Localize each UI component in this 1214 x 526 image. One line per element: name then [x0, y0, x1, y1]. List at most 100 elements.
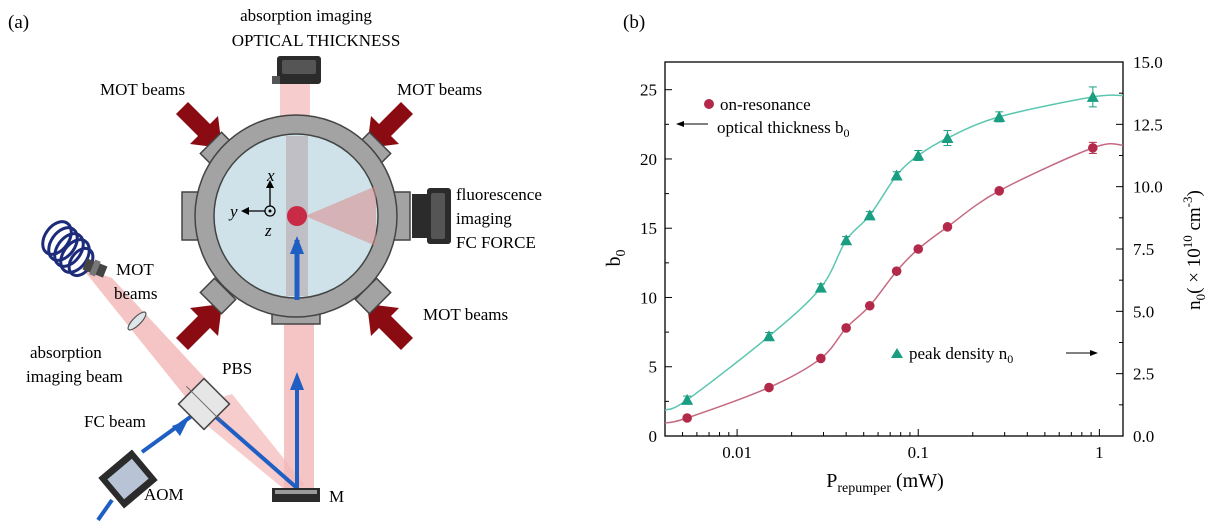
legend-b0-arrowhead: [676, 121, 684, 127]
right-y-tick-label: 0.0: [1133, 427, 1154, 446]
b0-point: [994, 186, 1005, 196]
fluorescence-camera: fluorescence imaging FC FORCE: [412, 185, 542, 252]
mirror: M: [272, 487, 344, 506]
mot-arrow-top-right: [367, 102, 413, 148]
mot-label-bottom-right: MOT beams: [423, 305, 508, 324]
axis-y-label: y: [228, 202, 238, 221]
right-axis-label-sup1: 10: [1180, 235, 1195, 248]
legend-n0: peak density n0: [891, 344, 1098, 366]
axis-x-label: x: [266, 166, 275, 185]
right-axis-label-main: n: [1184, 300, 1205, 310]
fiber-coupler: [82, 258, 108, 278]
mirror-label: M: [329, 487, 344, 506]
b0-point: [764, 382, 774, 393]
n0-point: [762, 330, 775, 342]
legend-b0-line2-sub: 0: [844, 126, 850, 140]
absorption-beam-line2: imaging beam: [26, 367, 123, 386]
n0-point: [840, 234, 853, 246]
n0-point: [1086, 90, 1099, 102]
left-y-tick-label: 25: [640, 81, 657, 100]
mot-label-bottom-left-1: MOT: [116, 260, 154, 279]
fit-curves: [664, 94, 1124, 424]
b0-point: [891, 266, 902, 276]
right-y-tick-label: 7.5: [1133, 240, 1154, 259]
coordinate-axes: x y z: [228, 166, 276, 240]
fiber-coil: [41, 220, 95, 278]
mot-label-top-right: MOT beams: [397, 80, 482, 99]
mot-arrows: [176, 102, 413, 350]
pbs-label: PBS: [222, 359, 252, 378]
right-axis-label: n0( × 1010 cm-3): [1180, 190, 1208, 310]
x-tick-label: 0.01: [722, 443, 752, 462]
side-camera-line1: fluorescence: [456, 185, 542, 204]
n0-point: [941, 132, 954, 144]
left-axis-label-sub: 0: [614, 250, 629, 257]
panel-b-label: (b): [623, 12, 645, 33]
b0-point: [1088, 143, 1098, 153]
right-y-tick-label: 2.5: [1133, 365, 1154, 384]
x-tick-label: 1: [1095, 443, 1104, 462]
x-axis-label-main: P: [826, 470, 837, 492]
panel-a-label: (a): [8, 12, 29, 33]
left-axis-label: b0: [603, 250, 629, 267]
legend-b0: on-resonance optical thickness b0: [676, 95, 850, 140]
b0-point: [942, 222, 953, 232]
right-axis-label-close: ): [1184, 190, 1205, 196]
mot-arrow-top-left: [176, 102, 222, 148]
b0-point: [816, 353, 826, 364]
b0-point: [841, 323, 851, 333]
n0-point: [912, 149, 925, 161]
panel-b: (b) 0.01 0.1 1 0 5 10 15 20 25 0.0 2.5 5.0 7.5 10.0…: [603, 12, 1208, 496]
x-axis-label-unit: (mW): [891, 470, 944, 492]
right-y-tick-label: 12.5: [1133, 115, 1163, 134]
right-y-tick-label: 15.0: [1133, 53, 1163, 72]
left-axis-label-main: b: [603, 257, 625, 267]
aom: AOM: [98, 449, 184, 509]
x-tick-label: 0.1: [908, 443, 929, 462]
fit-curve-n0: [664, 94, 1124, 411]
vacuum-chamber: [181, 114, 411, 325]
atom-cloud: [287, 206, 307, 226]
panel-a: (a): [8, 6, 542, 522]
b0-point: [682, 413, 692, 423]
legend-n0-sub: 0: [1007, 352, 1013, 366]
fc-beam: [96, 372, 304, 522]
x-axis-ticks: 0.01 0.1 1: [664, 429, 1104, 462]
n0-point: [863, 209, 876, 221]
side-camera-line3: FC FORCE: [456, 233, 536, 252]
side-camera-line2: imaging: [456, 209, 512, 228]
pbs: PBS: [177, 359, 252, 431]
n0-point: [890, 169, 903, 181]
absorption-camera: absorption imaging OPTICAL THICKNESS: [232, 6, 401, 84]
left-y-tick-label: 10: [640, 288, 657, 307]
top-camera-line2: OPTICAL THICKNESS: [232, 31, 401, 50]
n0-point: [993, 110, 1006, 122]
right-axis-ticks: 0.0 2.5 5.0 7.5 10.0 12.5 15.0: [1116, 53, 1163, 446]
x-axis-label-sub: repumper: [837, 481, 891, 496]
legend-b0-line2-text: optical thickness b: [717, 118, 844, 137]
absorption-beam-line1: absorption: [30, 343, 102, 362]
legend-b0-line1: on-resonance: [720, 95, 811, 114]
legend-n0-text: peak density n: [909, 344, 1008, 363]
top-camera-line1: absorption imaging: [240, 6, 372, 25]
legend-n0-arrowhead: [1090, 350, 1098, 356]
right-axis-label-sup2: -3: [1180, 196, 1195, 207]
legend-b0-marker: [704, 99, 714, 109]
mot-arrow-bottom-left: [176, 304, 222, 350]
right-axis-label-mid: ( × 10: [1184, 248, 1205, 294]
left-y-tick-label: 15: [640, 219, 657, 238]
n0-point: [681, 393, 694, 405]
x-axis-label: Prepumper (mW): [826, 470, 944, 496]
data-markers: [681, 86, 1099, 423]
right-axis-label-unit: cm: [1184, 207, 1205, 235]
n0-point: [814, 281, 827, 293]
mot-arrow-bottom-right: [367, 304, 413, 350]
left-y-tick-label: 0: [649, 427, 658, 446]
left-y-tick-label: 20: [640, 150, 657, 169]
fc-beam-label: FC beam: [84, 412, 146, 431]
right-y-tick-label: 5.0: [1133, 302, 1154, 321]
fit-curve-b0: [664, 143, 1124, 424]
lens: [127, 311, 147, 331]
mot-label-top-left: MOT beams: [100, 80, 185, 99]
